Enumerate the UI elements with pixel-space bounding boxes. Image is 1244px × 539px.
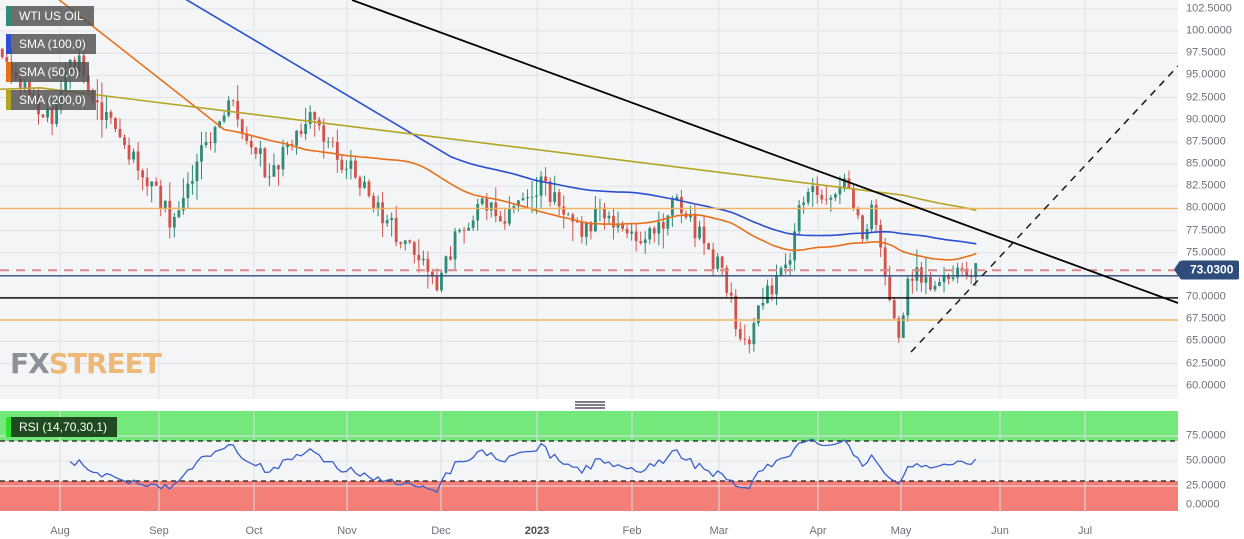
legend-item-wti-us-oil[interactable]: WTI US OIL xyxy=(6,6,94,26)
legend-label: SMA (100,0) xyxy=(11,34,96,54)
legend-swatch-icon xyxy=(6,34,11,54)
rsi-plot-area[interactable] xyxy=(0,411,1178,511)
price-axis-tick: 100.0000 xyxy=(1186,24,1232,37)
grip-bar xyxy=(575,407,605,409)
legend-swatch-icon xyxy=(6,417,11,437)
time-axis-tick: Apr xyxy=(809,525,827,537)
price-axis-tick: 60.0000 xyxy=(1186,379,1226,392)
time-axis[interactable]: Aug Sep Oct Nov Dec 2023 Feb Mar Apr May Jun Jul xyxy=(0,511,1244,539)
legend-label: SMA (50,0) xyxy=(11,62,90,82)
annotation-ascending-support xyxy=(910,65,1178,353)
price-axis-tick: 67.5000 xyxy=(1186,312,1226,325)
price-axis-tick: 85.0000 xyxy=(1186,157,1226,170)
legend-label: RSI (14,70,30,1) xyxy=(11,417,118,437)
time-axis-tick: Jun xyxy=(991,525,1009,537)
time-axis-tick: Nov xyxy=(337,525,357,537)
price-axis-tick: 82.5000 xyxy=(1186,179,1226,192)
time-axis-tick: Sep xyxy=(149,525,169,537)
price-axis-tick: 87.5000 xyxy=(1186,135,1226,148)
rsi-axis[interactable]: 75.0000 50.0000 25.0000 0.0000 xyxy=(1178,411,1244,511)
panel-resize-grip[interactable] xyxy=(575,400,605,410)
legend-label: WTI US OIL xyxy=(11,6,94,26)
legend-swatch-icon xyxy=(6,62,11,82)
current-price-tag: 73.0300 xyxy=(1173,260,1240,280)
price-axis-tick: 77.5000 xyxy=(1186,224,1226,237)
rsi-axis-tick: 75.0000 xyxy=(1186,429,1226,442)
time-axis-tick: 2023 xyxy=(524,525,550,537)
legend-swatch-icon xyxy=(6,6,11,26)
annotation-descending-resistance xyxy=(351,0,1178,304)
legend-item-sma-200[interactable]: SMA (200,0) xyxy=(6,90,96,110)
rsi-axis-tick: 50.0000 xyxy=(1186,454,1226,467)
legend-item-sma-50[interactable]: SMA (50,0) xyxy=(6,62,90,82)
legend-item-rsi[interactable]: RSI (14,70,30,1) xyxy=(6,417,118,437)
rsi-indicator-panel[interactable]: RSI (14,70,30,1) xyxy=(0,411,1178,511)
time-axis-tick: Oct xyxy=(245,525,263,537)
time-axis-tick: May xyxy=(890,525,912,537)
price-axis-tick: 62.5000 xyxy=(1186,357,1226,370)
price-axis[interactable]: 102.5000 100.0000 97.5000 95.0000 92.5000 90.… xyxy=(1178,0,1244,399)
time-axis-tick: Mar xyxy=(709,525,729,537)
price-chart-panel[interactable]: FXSTREET WTI US OIL SMA (100,0) SMA (50,… xyxy=(0,0,1178,399)
price-axis-tick: 80.0000 xyxy=(1186,201,1226,214)
legend-item-sma-100[interactable]: SMA (100,0) xyxy=(6,34,96,54)
rsi-line-series xyxy=(69,438,977,493)
time-axis-tick: Jul xyxy=(1077,525,1093,537)
price-axis-tick: 102.5000 xyxy=(1186,2,1232,15)
grip-bar xyxy=(575,404,605,406)
rsi-axis-tick: 0.0000 xyxy=(1186,498,1220,511)
price-axis-tick: 90.0000 xyxy=(1186,113,1226,126)
rsi-axis-tick: 25.0000 xyxy=(1186,479,1226,492)
time-axis-tick: Dec xyxy=(431,525,451,537)
time-axis-tick: Feb xyxy=(622,525,642,537)
price-axis-tick: 95.0000 xyxy=(1186,68,1226,81)
time-axis-tick: Aug xyxy=(50,525,70,537)
price-axis-tick: 65.0000 xyxy=(1186,334,1226,347)
legend-label: SMA (200,0) xyxy=(11,90,96,110)
price-plot-area[interactable] xyxy=(0,0,1178,399)
grip-bar xyxy=(575,401,605,403)
price-axis-tick: 75.0000 xyxy=(1186,246,1226,259)
price-axis-tick: 70.0000 xyxy=(1186,290,1226,303)
legend-swatch-icon xyxy=(6,90,11,110)
price-axis-tick: 92.5000 xyxy=(1186,91,1226,104)
price-axis-tick: 97.5000 xyxy=(1186,46,1226,59)
